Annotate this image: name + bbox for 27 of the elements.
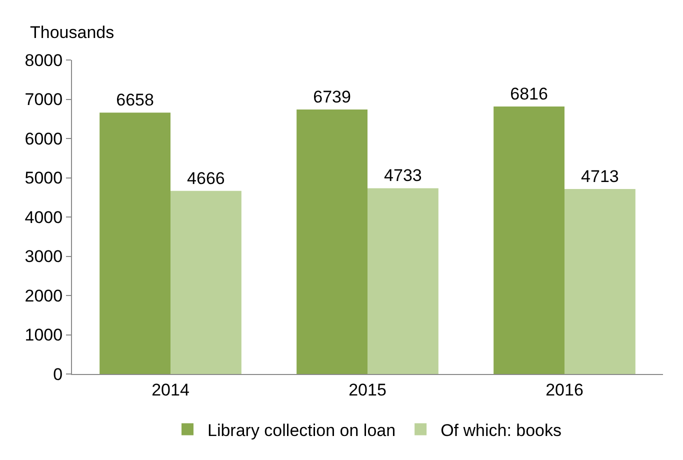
legend-label: Library collection on loan xyxy=(208,420,396,440)
y-axis-title: Thousands xyxy=(30,23,114,42)
bar xyxy=(368,188,438,374)
y-tick-label: 8000 xyxy=(24,50,63,70)
x-tick-label: 2016 xyxy=(546,380,584,400)
y-tick-label: 3000 xyxy=(24,247,63,266)
data-label: 6658 xyxy=(116,90,154,110)
y-tick-label: 0 xyxy=(53,364,63,384)
y-tick-label: 4000 xyxy=(24,208,63,227)
data-label: 4666 xyxy=(187,168,225,188)
legend-label: Of which: books xyxy=(440,420,562,440)
data-label: 4733 xyxy=(384,166,422,186)
bar xyxy=(100,112,170,374)
x-tick-label: 2015 xyxy=(348,380,386,400)
data-label: 6816 xyxy=(510,84,548,104)
bar xyxy=(296,109,368,374)
bar xyxy=(170,190,242,374)
y-tick-label: 2000 xyxy=(24,286,63,306)
y-tick-label: 7000 xyxy=(24,90,63,110)
bar xyxy=(564,189,636,374)
y-tick-label: 5000 xyxy=(24,168,63,188)
x-tick-label: 2014 xyxy=(152,380,190,400)
data-label: 4713 xyxy=(581,167,619,186)
y-tick-label: 1000 xyxy=(24,326,63,345)
y-tick-label: 6000 xyxy=(24,129,63,148)
bar xyxy=(494,106,564,374)
data-label: 6739 xyxy=(313,87,351,106)
